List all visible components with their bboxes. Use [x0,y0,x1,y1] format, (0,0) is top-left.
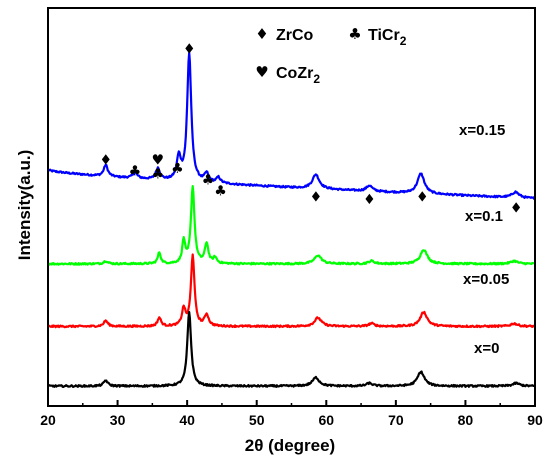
x-tick-label: 40 [179,412,195,428]
peak-marker-layer: ♦♣♥♣ ♣♦♣♣ ♦ ♦ ♦♦ [99,41,522,216]
club-icon: ♣ [214,184,227,200]
series-label-x-0-05: x=0.05 [463,271,509,288]
x-tick-label: 30 [110,412,126,428]
diamond-icon: ♦ [363,192,376,208]
series-layer [47,51,536,388]
legend: ♦ ZrCo ♣ TiCr2 ♥ CoZr2 [255,25,406,86]
x-axis-title: 2θ (degree) [245,436,335,455]
series-label-x-0-15: x=0.15 [459,122,505,139]
club-icon: ♣ [152,167,165,183]
diamond-icon: ♦ [99,152,112,168]
diamond-icon: ♦ [183,41,196,57]
club-icon: ♣ [129,164,142,180]
series-line-x-0-15 [47,51,536,201]
heart-icon: ♥ [152,152,165,168]
x-tick-label: 90 [527,412,543,428]
club-icon: ♣ [171,161,184,177]
series-line-x-0 [47,311,536,388]
diamond-icon: ♦ [510,201,523,217]
club-icon: ♣ [348,25,361,43]
heart-icon: ♥ [255,63,268,81]
x-tick-label: 80 [458,412,474,428]
diamond-icon: ♦ [255,25,268,43]
y-axis-title: Intensity(a.u.) [15,150,34,261]
series-label-x-0: x=0 [474,340,499,357]
legend-label-zrco: ZrCo [276,27,314,44]
diamond-icon: ♦ [310,189,323,205]
x-tick-label: 70 [388,412,404,428]
x-tick-label: 50 [249,412,265,428]
legend-label-ticr: TiCr2 [368,27,407,48]
x-tick-label: 60 [318,412,334,428]
series-line-x-0-1 [47,185,536,266]
series-label-layer: x=0.15 x=0.1 x=0.05 x=0 [459,122,509,357]
club-icon: ♣ [202,172,215,188]
x-tick-label: 20 [40,412,56,428]
legend-label-cozr: CoZr2 [276,65,320,86]
series-label-x-0-1: x=0.1 [465,208,503,225]
series-line-x-0-05 [47,253,536,329]
diamond-icon: ♦ [416,189,429,205]
axis-layer: 20 30 40 50 60 70 80 90 [40,7,543,428]
